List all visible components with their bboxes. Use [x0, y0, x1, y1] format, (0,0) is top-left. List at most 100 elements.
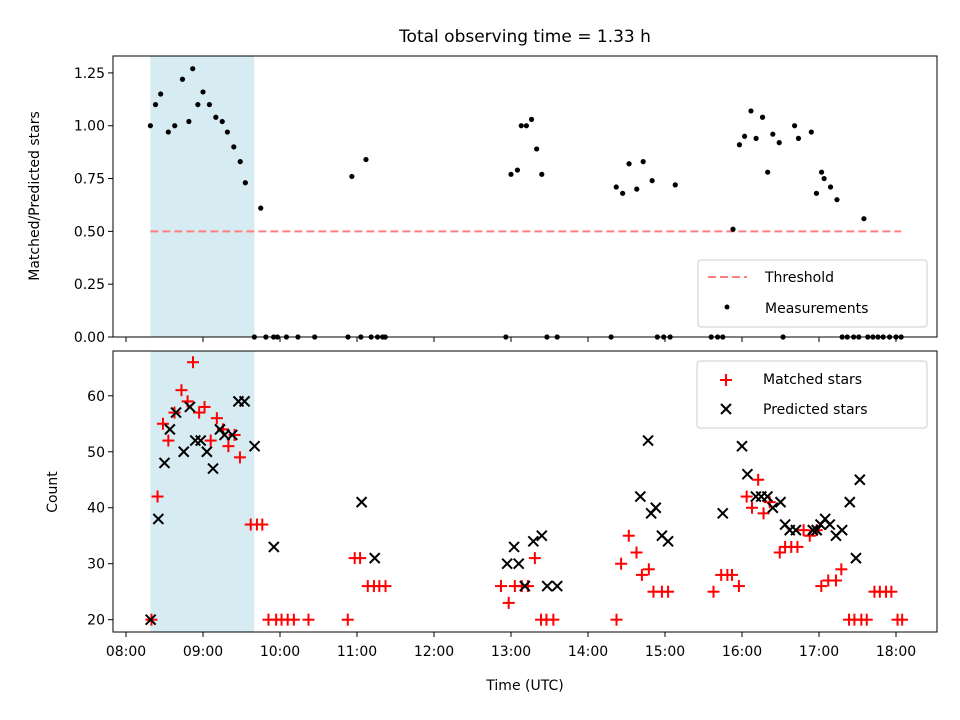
- predicted-point: [355, 496, 368, 508]
- measurement-point: [190, 66, 196, 72]
- predicted-point: [268, 541, 280, 553]
- predicted-point: [650, 502, 662, 514]
- matched-point: [354, 552, 367, 565]
- measurement-point: [730, 226, 736, 232]
- matched-point: [757, 507, 770, 520]
- predicted-point: [662, 535, 674, 548]
- x-tick-label: 12:00: [414, 644, 454, 660]
- matched-point: [162, 434, 175, 447]
- matched-point: [494, 580, 507, 593]
- predicted-point: [178, 446, 190, 458]
- y-tick-label: 0.25: [74, 277, 105, 293]
- measurement-point: [759, 114, 766, 120]
- matched-point: [210, 412, 223, 425]
- measurement-point: [861, 216, 867, 222]
- measurement-point: [827, 184, 834, 190]
- x-tick-label: 10:00: [260, 644, 300, 660]
- measurement-point: [795, 135, 802, 141]
- predicted-point: [527, 535, 540, 548]
- matched-point: [752, 473, 765, 486]
- matched-point: [746, 501, 759, 514]
- measurement-point: [363, 156, 369, 163]
- y-tick-label: 1.25: [74, 66, 105, 82]
- predicted-point: [836, 524, 848, 536]
- predicted-point: [158, 457, 171, 469]
- matched-point: [156, 417, 169, 430]
- predicted-point: [238, 395, 251, 408]
- legend-measurements-label: Measurements: [765, 301, 868, 317]
- predicted-point: [774, 496, 787, 508]
- measurement-point: [213, 114, 219, 120]
- matched-point: [642, 563, 655, 576]
- matched-point: [797, 524, 810, 537]
- measurement-point: [813, 190, 820, 196]
- predicted-point: [850, 552, 862, 564]
- measurement-point: [736, 142, 743, 148]
- ratio-panel: Total observing time = 1.33 h Matched/Pr…: [27, 27, 938, 346]
- predicted-point: [741, 468, 754, 480]
- predicted-point: [761, 490, 774, 503]
- x-tick-label: 11:00: [337, 644, 377, 660]
- matched-point: [228, 428, 241, 441]
- predicted-point: [508, 541, 520, 553]
- x-tick-label: 15:00: [645, 644, 685, 660]
- predicted-point: [144, 613, 157, 626]
- y-tick-label: 60: [87, 389, 105, 405]
- predicted-point: [194, 434, 207, 447]
- measurement-point: [147, 123, 153, 129]
- predicted-point: [164, 423, 176, 436]
- legend-predicted-swatch: [720, 403, 732, 415]
- matched-point: [287, 613, 300, 626]
- matched-point: [502, 596, 515, 609]
- predicted-point: [201, 446, 213, 458]
- measurement-point: [626, 161, 632, 167]
- observing-span-rect: [150, 56, 255, 337]
- predicted-point: [501, 558, 513, 570]
- measurement-point: [753, 135, 759, 141]
- legend-predicted-label: Predicted stars: [763, 402, 868, 418]
- measurement-point: [776, 140, 782, 146]
- measurement-point: [165, 129, 171, 135]
- predicted-point: [207, 462, 219, 475]
- measurement-point: [508, 171, 514, 177]
- predicted-point: [807, 524, 819, 536]
- measurement-point: [158, 91, 164, 97]
- measurement-point: [242, 180, 248, 186]
- measurement-point: [620, 190, 626, 196]
- matched-point: [341, 613, 354, 626]
- legend-matched-swatch: [720, 374, 732, 386]
- y-tick-label: 20: [87, 613, 105, 629]
- y-tick-label: 1.00: [74, 119, 105, 135]
- measurement-point: [765, 169, 771, 175]
- measurement-point: [179, 76, 186, 82]
- matched-point: [302, 613, 315, 626]
- matched-point: [610, 613, 623, 626]
- x-tick-label: 09:00: [183, 644, 223, 660]
- measurement-point: [224, 129, 230, 135]
- y-tick-label: 0.00: [74, 330, 105, 346]
- x-tick-label: 13:00: [491, 644, 531, 660]
- predicted-point: [226, 429, 238, 441]
- matched-point: [256, 518, 269, 531]
- legend-matched-label: Matched stars: [763, 372, 862, 388]
- predicted-point: [152, 513, 165, 525]
- y-tick-label: 50: [87, 445, 105, 461]
- x-tick-label: 16:00: [722, 644, 762, 660]
- legend-top: Threshold Measurements: [697, 259, 928, 328]
- predicted-point: [767, 502, 779, 514]
- y-axis-label-count: Count: [45, 471, 61, 513]
- observing-span-rect: [150, 351, 255, 632]
- measurement-point: [237, 159, 243, 165]
- plot-frame-top: [112, 55, 938, 338]
- matched-point: [198, 400, 211, 413]
- count-panel: Count Time (UTC) 08:00 09:00 10:00 11:00 12:…: [45, 350, 938, 694]
- legend-box: [697, 259, 928, 328]
- legend-threshold-label: Threshold: [764, 270, 834, 286]
- matched-point: [773, 546, 786, 559]
- observing-span: [150, 351, 255, 632]
- predicted-point: [810, 524, 823, 536]
- predicted-point: [536, 530, 548, 542]
- matched-point: [725, 568, 738, 581]
- matched-point: [835, 563, 848, 576]
